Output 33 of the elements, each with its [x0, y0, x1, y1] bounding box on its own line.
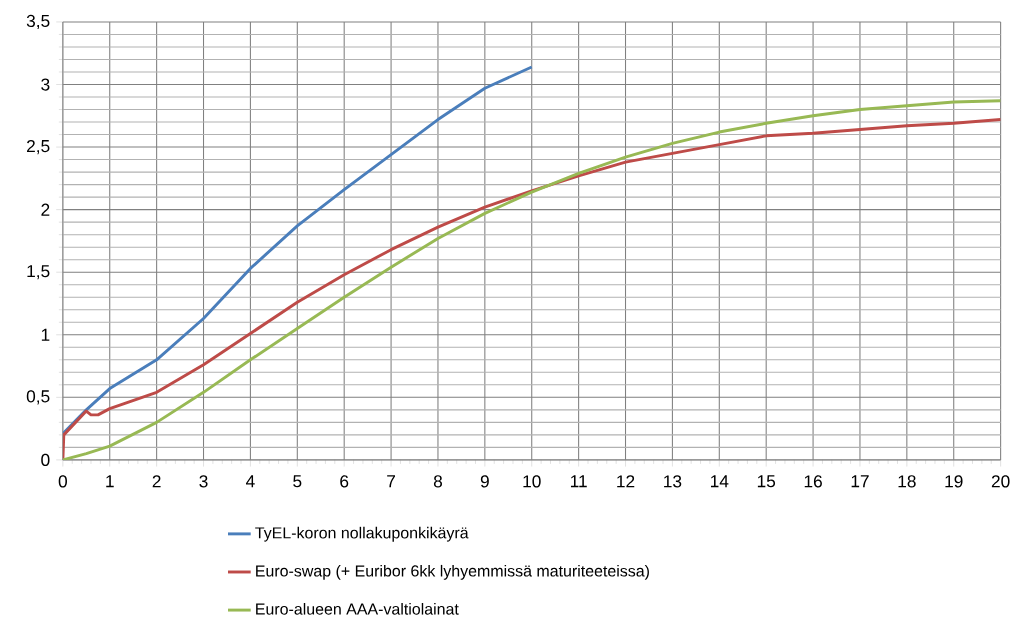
y-tick-label: 3,5: [26, 14, 50, 29]
x-tick-label: 5: [293, 475, 302, 488]
legend-label: TyEL-koron nollakuponkikäyrä: [255, 526, 469, 542]
legend-label: Euro-alueen AAA-valtiolainat: [256, 602, 459, 615]
x-tick-label: 18: [898, 475, 916, 488]
x-tick-label: 4: [246, 475, 255, 487]
x-tick-label: 14: [710, 475, 729, 487]
legend-label: Euro-swap (+ Euribor 6kk lyhyemmissä maturiteeteissa): [256, 564, 649, 580]
x-tick-label: 8: [433, 475, 443, 488]
x-tick-label: 7: [387, 475, 396, 487]
y-tick-label: 2: [41, 203, 50, 216]
x-tick-label: 19: [945, 475, 963, 488]
y-tick-label: 1: [41, 328, 50, 341]
x-tick-label: 6: [340, 475, 349, 488]
y-tick-label: 1,5: [27, 264, 50, 280]
line-series: [62, 65, 534, 435]
x-tick-label: 12: [617, 475, 635, 488]
x-tick-label: 10: [523, 475, 541, 488]
x-tick-label: 17: [851, 475, 869, 487]
x-tick-label: 20: [991, 475, 1010, 488]
x-tick-label: 16: [804, 475, 822, 488]
x-tick-label: 15: [757, 475, 776, 488]
y-tick-label: 0: [41, 453, 50, 466]
y-tick-label: 3: [41, 78, 50, 91]
x-tick-label: 0: [58, 475, 67, 488]
x-tick-label: 1: [106, 475, 114, 487]
x-tick-label: 11: [570, 475, 587, 487]
x-tick-label: 2: [152, 475, 161, 488]
y-tick-label: 2,5: [27, 139, 50, 154]
x-tick-label: 9: [480, 475, 489, 488]
x-tick-label: 3: [199, 475, 208, 488]
y-tick-label: 0,5: [26, 389, 50, 405]
x-tick-label: 13: [664, 475, 682, 488]
